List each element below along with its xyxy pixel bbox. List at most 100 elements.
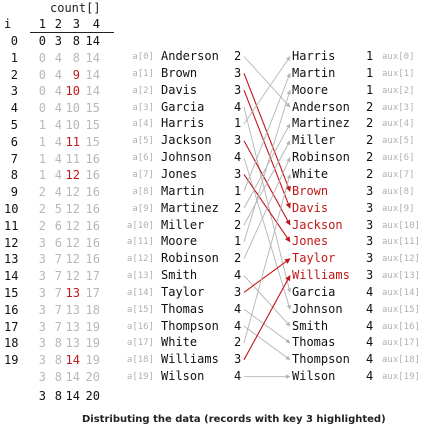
count-cell: 3 xyxy=(38,252,46,267)
count-cell: 19 xyxy=(85,336,100,351)
aux-index-label: aux[8] xyxy=(382,186,415,197)
input-record-name: Thompson xyxy=(161,318,219,333)
aux-index-label: aux[0] xyxy=(382,52,415,62)
input-record-key: 4 xyxy=(234,99,242,114)
input-index-label: a[2] xyxy=(132,85,154,96)
count-row-index: 8 xyxy=(10,168,18,183)
aux-record-name: Taylor xyxy=(292,251,336,266)
count-cell: 8 xyxy=(54,370,62,384)
input-index-label: a[11] xyxy=(126,237,154,248)
input-index-label: a[13] xyxy=(126,271,154,282)
count-cell: 11 xyxy=(65,134,80,149)
aux-index-label: aux[15] xyxy=(382,304,420,315)
count-cell: 0 xyxy=(38,84,46,99)
count-cell: 19 xyxy=(85,353,100,368)
count-cell: 3 xyxy=(38,319,46,334)
aux-record-key: 4 xyxy=(366,352,374,367)
count-cell: 2 xyxy=(38,185,46,200)
count-final-cell: 20 xyxy=(85,388,100,403)
input-record-key: 1 xyxy=(234,234,242,249)
input-record-key: 4 xyxy=(234,150,242,165)
input-index-label: a[18] xyxy=(126,355,154,366)
count-cell: 4 xyxy=(54,67,62,82)
count-cell: 12 xyxy=(65,252,80,267)
count-cell: 3 xyxy=(38,286,46,300)
aux-record-name: Martin xyxy=(292,65,336,80)
aux-index-label: aux[2] xyxy=(382,85,415,96)
count-cell: 17 xyxy=(85,269,100,284)
count-row-index: 11 xyxy=(4,218,19,233)
count-cell: 10 xyxy=(65,101,80,116)
count-cell: 1 xyxy=(38,134,46,149)
aux-index-label: aux[16] xyxy=(382,321,420,332)
aux-record-name: Robinson xyxy=(292,150,350,165)
count-column-header: 1 xyxy=(38,17,46,31)
count-row-index: 12 xyxy=(4,235,19,250)
aux-record-key: 2 xyxy=(366,150,374,165)
count-row-index: 6 xyxy=(10,134,18,149)
count-cell: 14 xyxy=(85,67,100,82)
input-index-label: a[3] xyxy=(132,102,154,113)
input-index-label: a[19] xyxy=(126,372,154,383)
input-record-key: 1 xyxy=(234,116,242,131)
count-cell: 9 xyxy=(72,67,80,82)
count-cell: 12 xyxy=(65,218,80,233)
input-record-name: Miller xyxy=(161,217,205,232)
count-cell: 2 xyxy=(38,202,46,216)
count-cell: 17 xyxy=(85,286,100,300)
input-record-key: 2 xyxy=(234,251,242,266)
count-cell: 16 xyxy=(85,252,100,267)
count-cell: 4 xyxy=(54,185,62,200)
count-row-index: 18 xyxy=(4,336,19,351)
input-record-name: Taylor xyxy=(161,284,205,299)
aux-record-key: 1 xyxy=(366,82,374,97)
count-cell: 3 xyxy=(38,336,46,351)
count-cell: 15 xyxy=(85,134,100,149)
count-row-index: 19 xyxy=(4,353,19,368)
count-cell: 12 xyxy=(65,269,80,284)
count-cell: 6 xyxy=(54,218,62,233)
input-record-key: 4 xyxy=(234,318,242,333)
index-label: i xyxy=(4,17,12,31)
aux-index-label: aux[17] xyxy=(382,338,420,349)
input-index-label: a[15] xyxy=(126,304,154,315)
count-row-index: 2 xyxy=(10,67,18,82)
count-cell: 10 xyxy=(65,84,80,99)
aux-record-name: Brown xyxy=(292,183,329,198)
count-cell: 3 xyxy=(38,353,46,368)
move-line xyxy=(243,56,291,125)
aux-index-label: aux[4] xyxy=(382,119,415,130)
count-final-cell: 14 xyxy=(65,388,80,403)
input-record-name: Johnson xyxy=(161,150,212,165)
aux-record-key: 3 xyxy=(366,183,374,198)
count-cell: 12 xyxy=(65,168,80,183)
aux-index-label: aux[18] xyxy=(382,355,420,366)
input-record-name: Harris xyxy=(161,116,205,131)
count-cell: 16 xyxy=(85,151,100,166)
input-record-key: 2 xyxy=(234,335,242,350)
input-record-name: Williams xyxy=(161,352,219,367)
move-line xyxy=(243,56,291,108)
aux-record-key: 2 xyxy=(366,116,374,131)
move-line xyxy=(243,89,291,242)
input-record-name: Davis xyxy=(161,82,198,97)
count-row-index: 10 xyxy=(4,202,19,216)
count-cell: 10 xyxy=(65,118,80,132)
input-record-key: 3 xyxy=(234,352,242,367)
count-cell: 16 xyxy=(85,218,100,233)
input-record-key: 3 xyxy=(234,284,242,299)
count-cell: 0 xyxy=(38,67,46,82)
move-line xyxy=(243,325,291,361)
count-row-index: 4 xyxy=(10,101,18,116)
input-record-key: 3 xyxy=(234,65,242,80)
aux-record-name: Johnson xyxy=(292,301,343,316)
aux-index-label: aux[3] xyxy=(382,102,415,113)
move-line xyxy=(243,72,291,192)
input-record-name: Moore xyxy=(161,234,198,249)
input-index-label: a[6] xyxy=(132,153,154,164)
count-cell: 14 xyxy=(85,84,100,99)
count-cell: 4 xyxy=(54,118,62,132)
count-cell: 13 xyxy=(65,319,80,334)
count-cell: 13 xyxy=(65,302,80,317)
